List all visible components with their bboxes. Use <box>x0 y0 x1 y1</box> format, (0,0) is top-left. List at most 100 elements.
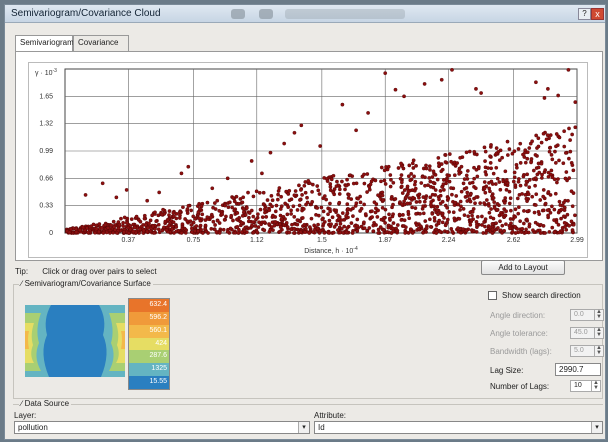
data-point <box>565 212 570 217</box>
data-point <box>562 221 567 225</box>
bandwidth-spinner[interactable]: 5.0 ▲ ▼ <box>570 345 604 357</box>
data-point <box>236 201 241 206</box>
close-button[interactable]: x <box>591 8 604 20</box>
data-point <box>414 200 419 204</box>
data-point <box>557 230 562 235</box>
data-point <box>304 202 308 207</box>
data-point <box>359 224 364 229</box>
data-point <box>276 189 281 193</box>
data-point <box>534 80 538 85</box>
data-point <box>307 231 312 235</box>
data-point <box>539 140 544 145</box>
scatter-chart[interactable]: 0.37 0.75 1.12 1.5 1.87 2.24 2.62 2.99 0 0.33 0.66… <box>29 63 588 258</box>
data-point <box>493 182 498 186</box>
data-point <box>322 176 327 180</box>
data-point <box>261 202 266 206</box>
tab-semivariogram[interactable]: Semivariogram <box>15 35 74 52</box>
data-point <box>407 216 412 221</box>
attribute-select[interactable]: Id ▾ <box>314 421 603 434</box>
semivariogram-plot[interactable]: 0.37 0.75 1.12 1.5 1.87 2.24 2.62 2.99 0 0.33 0.66… <box>28 62 588 258</box>
layer-select[interactable]: pollution ▾ <box>14 421 310 434</box>
data-point <box>238 197 243 201</box>
data-point <box>414 223 419 227</box>
add-to-layout-button[interactable]: Add to Layout <box>481 260 565 275</box>
show-search-direction-checkbox[interactable] <box>488 291 497 300</box>
data-point <box>355 217 360 222</box>
collapse-icon[interactable]: ∕ <box>21 399 23 408</box>
data-point <box>483 159 487 163</box>
data-point <box>470 210 475 214</box>
data-point <box>285 225 290 229</box>
data-point <box>454 194 459 198</box>
data-point <box>547 149 552 154</box>
data-point <box>121 220 126 225</box>
angle-direction-spinner[interactable]: 0.0 ▲ ▼ <box>570 309 604 321</box>
number-of-lags-spinner[interactable]: 10 ▲ ▼ <box>570 380 601 392</box>
data-point <box>433 188 438 192</box>
data-point <box>543 168 548 172</box>
data-point <box>556 222 561 227</box>
data-point <box>279 194 283 199</box>
data-point <box>525 209 530 214</box>
data-point <box>235 217 239 222</box>
data-point <box>410 205 414 210</box>
data-point <box>436 156 441 160</box>
data-point <box>533 183 537 188</box>
data-point <box>516 211 521 216</box>
data-point <box>413 179 418 184</box>
data-point <box>550 157 555 162</box>
data-point <box>310 200 315 204</box>
data-point <box>279 217 284 221</box>
chevron-down-icon[interactable]: ▾ <box>298 422 309 433</box>
data-point <box>380 193 385 198</box>
data-point <box>527 185 532 190</box>
collapse-icon[interactable]: ∕ <box>21 279 23 288</box>
tab-covariance[interactable]: Covariance <box>73 35 129 51</box>
data-point <box>336 228 340 232</box>
data-point <box>278 225 283 229</box>
chevron-down-icon[interactable]: ▾ <box>591 422 602 433</box>
data-point <box>271 213 275 218</box>
spinner-arrows-icon: ▲ ▼ <box>594 327 603 338</box>
data-point <box>533 153 538 157</box>
angle-tolerance-spinner[interactable]: 45.0 ▲ ▼ <box>570 327 604 339</box>
data-point <box>411 195 415 200</box>
data-point <box>268 150 273 155</box>
data-point <box>495 176 500 181</box>
data-point <box>225 229 230 234</box>
data-point <box>483 224 487 229</box>
data-point <box>367 226 372 230</box>
data-point <box>443 153 448 157</box>
data-point <box>414 211 418 216</box>
data-point <box>78 228 83 233</box>
data-point <box>402 94 406 99</box>
data-point <box>389 178 393 182</box>
data-point <box>126 231 131 235</box>
data-point <box>524 182 528 187</box>
data-point <box>278 229 282 234</box>
help-button[interactable]: ? <box>578 8 591 20</box>
data-point <box>178 213 182 218</box>
data-point <box>197 201 201 206</box>
data-point <box>510 230 515 234</box>
data-point <box>365 172 370 176</box>
data-point <box>541 131 546 136</box>
data-point <box>512 170 517 175</box>
data-point <box>295 222 300 227</box>
data-point <box>411 166 416 170</box>
lag-size-input[interactable]: 2990.7 <box>555 363 601 376</box>
data-point <box>315 226 320 231</box>
data-point <box>186 164 191 169</box>
semivariogram-surface-map[interactable] <box>25 305 125 377</box>
data-point <box>262 207 267 212</box>
data-point <box>546 174 551 179</box>
data-point <box>122 230 126 234</box>
spinner-arrows-icon: ▲ ▼ <box>594 309 603 320</box>
data-point <box>428 179 433 184</box>
data-point <box>119 216 123 221</box>
data-point <box>458 155 463 160</box>
data-point <box>483 190 488 195</box>
title-bar[interactable]: Semivariogram/Covariance Cloud ? x <box>5 5 605 23</box>
data-point <box>459 189 464 194</box>
data-point <box>520 192 524 196</box>
